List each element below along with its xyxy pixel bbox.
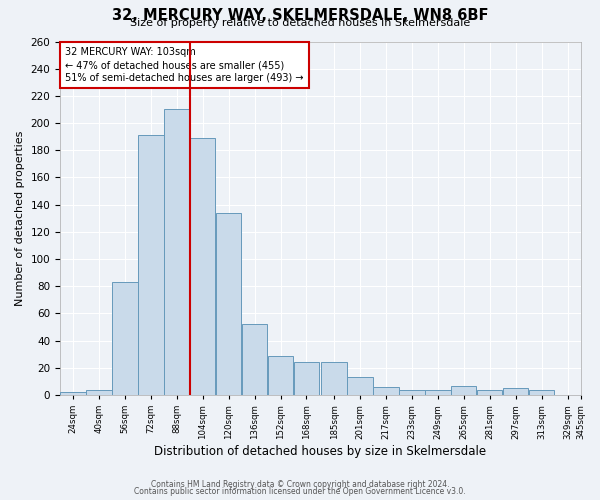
Bar	[268, 356, 293, 395]
Bar	[86, 390, 112, 395]
Bar	[399, 390, 425, 395]
Text: Contains public sector information licensed under the Open Government Licence v3: Contains public sector information licen…	[134, 487, 466, 496]
Bar	[322, 362, 347, 395]
Bar	[529, 390, 554, 395]
Text: 32, MERCURY WAY, SKELMERSDALE, WN8 6BF: 32, MERCURY WAY, SKELMERSDALE, WN8 6BF	[112, 8, 488, 22]
Bar	[294, 362, 319, 395]
Bar	[216, 213, 241, 395]
Text: Contains HM Land Registry data © Crown copyright and database right 2024.: Contains HM Land Registry data © Crown c…	[151, 480, 449, 489]
Bar	[347, 378, 373, 395]
Text: 32 MERCURY WAY: 103sqm
← 47% of detached houses are smaller (455)
51% of semi-de: 32 MERCURY WAY: 103sqm ← 47% of detached…	[65, 47, 304, 83]
Bar	[60, 392, 86, 395]
Bar	[138, 136, 164, 395]
X-axis label: Distribution of detached houses by size in Skelmersdale: Distribution of detached houses by size …	[154, 444, 487, 458]
Bar	[503, 388, 529, 395]
Y-axis label: Number of detached properties: Number of detached properties	[15, 130, 25, 306]
Bar	[164, 110, 190, 395]
Bar	[477, 390, 502, 395]
Text: Size of property relative to detached houses in Skelmersdale: Size of property relative to detached ho…	[130, 18, 470, 28]
Bar	[112, 282, 137, 395]
Bar	[242, 324, 268, 395]
Bar	[190, 138, 215, 395]
Bar	[451, 386, 476, 395]
Bar	[373, 387, 398, 395]
Bar	[425, 390, 451, 395]
